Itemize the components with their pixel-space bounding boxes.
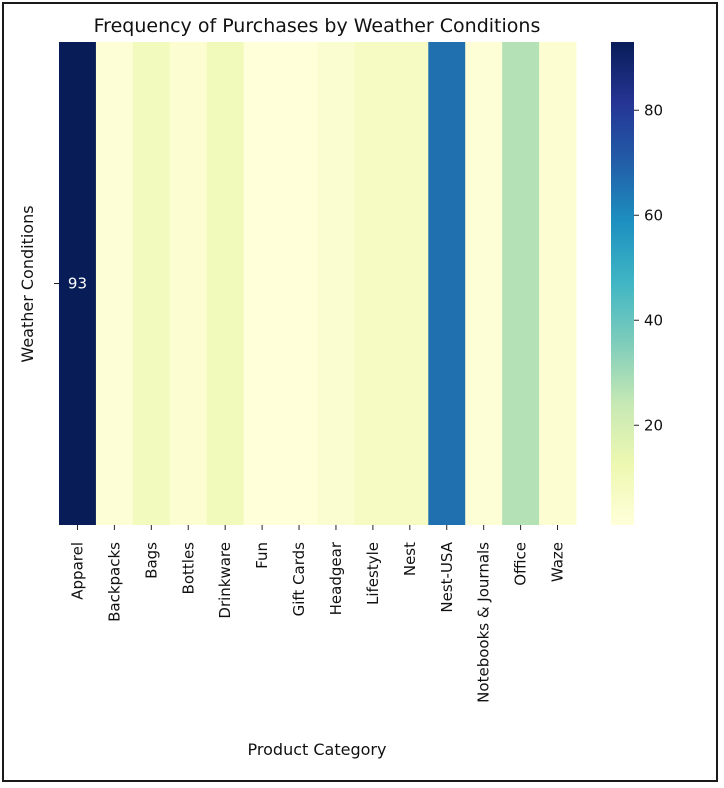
heatmap-cells [59, 42, 577, 525]
x-tick-label: Nest [401, 542, 419, 576]
heatmap-cell-gift-cards [280, 42, 318, 525]
cell-annotation: 93 [68, 275, 87, 293]
heatmap-cell-fun [243, 42, 281, 525]
colorbar-tick-label: 60 [644, 206, 663, 224]
heatmap-cell-waze [539, 42, 577, 525]
x-tick-label: Waze [549, 542, 567, 582]
heatmap-cell-drinkware [206, 42, 245, 525]
heatmap-cell-apparel [59, 42, 97, 525]
heatmap-cell-lifestyle [354, 42, 392, 525]
x-tick-label: Nest-USA [438, 541, 456, 612]
heatmap-cell-nest-usa [428, 42, 466, 525]
x-tick-label: Fun [253, 542, 271, 569]
colorbar-tick-label: 40 [644, 311, 663, 329]
heatmap-cell-backpacks [95, 42, 134, 525]
x-tick-label: Gift Cards [290, 542, 308, 617]
colorbar-tick-label: 80 [644, 101, 663, 119]
x-tick-label: Apparel [68, 542, 86, 600]
heatmap-cell-notebooks-journals [465, 42, 503, 525]
x-tick-label: Bags [142, 542, 160, 579]
x-tick-label: Notebooks & Journals [475, 542, 493, 703]
heatmap-cell-bottles [169, 42, 208, 525]
colorbar-ticks: 20 40 60 80 [634, 101, 663, 434]
x-tick-label: Headgear [327, 541, 345, 615]
colorbar-tick-label: 20 [644, 416, 663, 434]
x-tick-label: Office [512, 542, 530, 586]
heatmap-cell-nest [391, 42, 429, 525]
heatmap-cell-office [502, 42, 540, 525]
x-tick-label: Backpacks [105, 542, 123, 622]
y-axis-label: Weather Conditions [18, 205, 37, 362]
x-axis-label: Product Category [248, 740, 387, 759]
heatmap-cell-bags [132, 42, 171, 525]
x-tick-label: Drinkware [216, 542, 234, 619]
heatmap-cell-headgear [317, 42, 355, 525]
x-tick-label: Bottles [179, 542, 197, 595]
chart-title: Frequency of Purchases by Weather Condit… [94, 15, 541, 37]
x-axis-ticks: Apparel Backpacks Bags Bottles Drinkware Fun G… [68, 525, 567, 703]
x-tick-label: Lifestyle [364, 542, 382, 605]
cell-annotations: 93 [68, 275, 87, 293]
colorbar [611, 42, 634, 525]
